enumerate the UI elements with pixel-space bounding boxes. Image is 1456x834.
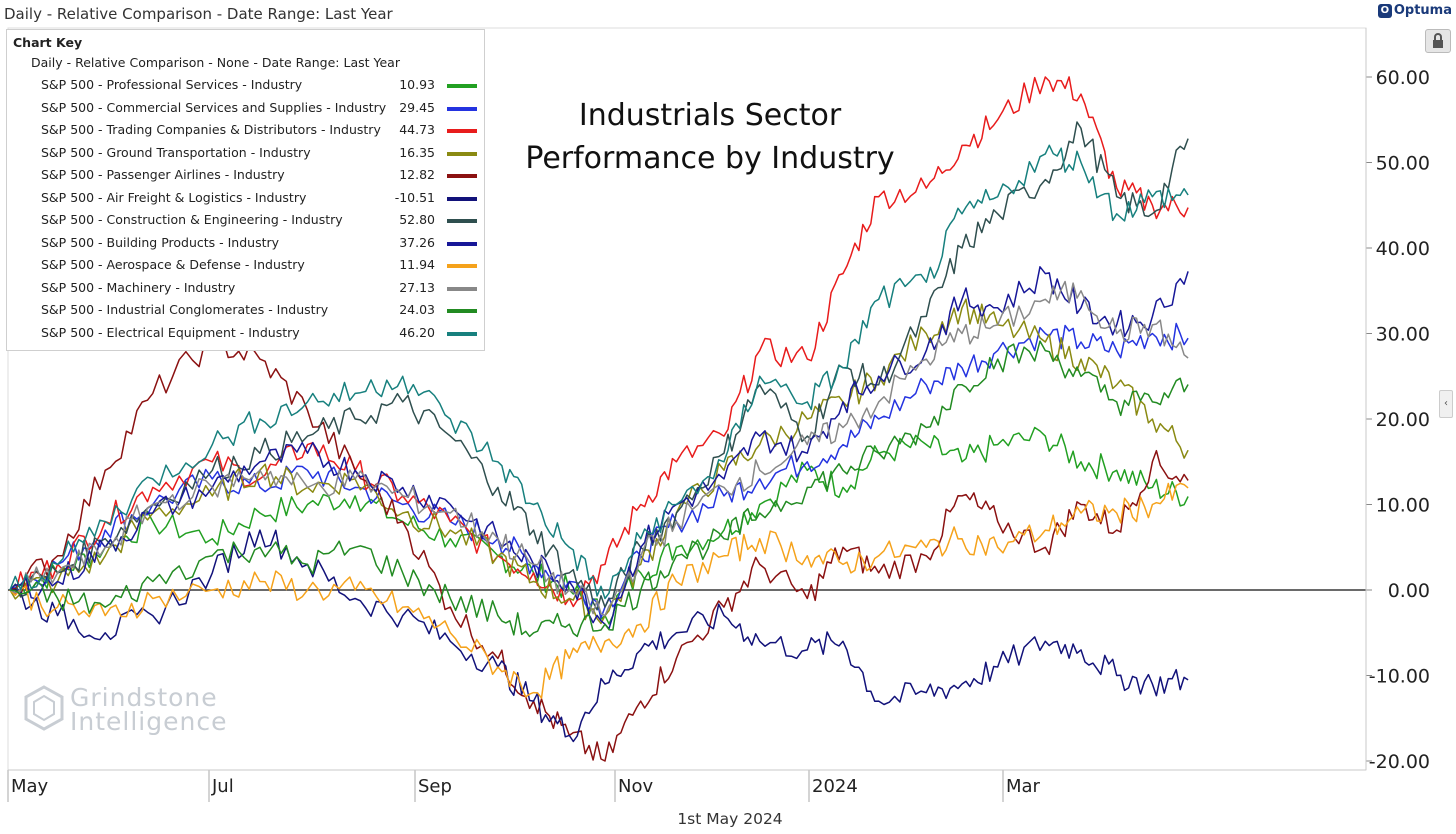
legend-item[interactable]: S&P 500 - Building Products - Industry 37… xyxy=(41,235,477,255)
hexagon-logo-icon xyxy=(24,685,64,731)
series-line-8 xyxy=(9,482,1189,699)
legend-item-label: S&P 500 - Air Freight & Logistics - Indu… xyxy=(41,189,307,205)
legend-swatch xyxy=(447,286,477,291)
legend-swatch xyxy=(447,129,477,133)
legend-item-value: 46.20 xyxy=(399,324,435,340)
legend-item-label: S&P 500 - Machinery - Industry xyxy=(41,279,236,295)
legend-item-label: S&P 500 - Electrical Equipment - Industr… xyxy=(41,324,300,340)
legend-item-value: 12.82 xyxy=(399,167,435,182)
legend-item-label: S&P 500 - Professional Services - Indust… xyxy=(41,77,303,92)
series-line-7 xyxy=(9,266,1189,630)
y-tick-label: 40.00 xyxy=(1376,238,1430,260)
legend-item-value: 27.13 xyxy=(399,279,435,295)
legend-item-label: S&P 500 - Industrial Conglomerates - Ind… xyxy=(41,302,329,317)
chevron-left-icon[interactable]: ‹ xyxy=(1439,390,1453,418)
legend-swatch xyxy=(447,219,477,223)
legend-item-value: 37.26 xyxy=(399,234,435,250)
x-tick-label: Nov xyxy=(618,776,653,797)
y-tick-label: 30.00 xyxy=(1376,324,1430,346)
series-line-4 xyxy=(9,332,1189,762)
legend-item[interactable]: S&P 500 - Machinery - Industry 27.13 xyxy=(41,280,477,300)
legend-item-label: S&P 500 - Construction & Engineering - I… xyxy=(41,212,343,227)
legend-item[interactable]: S&P 500 - Electrical Equipment - Industr… xyxy=(41,325,477,345)
legend-item[interactable]: S&P 500 - Commercial Services and Suppli… xyxy=(41,100,477,120)
legend-item-label: S&P 500 - Passenger Airlines - Industry xyxy=(41,167,285,182)
series-line-9 xyxy=(9,280,1189,617)
legend-item[interactable]: S&P 500 - Industrial Conglomerates - Ind… xyxy=(41,302,477,322)
y-tick-label: 20.00 xyxy=(1376,409,1430,431)
legend-item-label: S&P 500 - Commercial Services and Suppli… xyxy=(41,99,387,115)
legend-swatch xyxy=(447,331,477,336)
annotation-line-2: Performance by Industry xyxy=(525,141,895,176)
legend-swatch xyxy=(447,309,477,313)
x-tick-label: 2024 xyxy=(812,776,858,797)
legend-swatch xyxy=(447,106,477,111)
series-line-5 xyxy=(9,529,1189,743)
legend-swatch xyxy=(447,84,477,88)
optuma-logo-icon: O xyxy=(1377,3,1392,18)
legend-swatch xyxy=(447,241,477,246)
watermark-line-2: Intelligence xyxy=(70,707,228,736)
chart-key: Chart Key Daily - Relative Comparison - … xyxy=(6,29,485,351)
y-tick-label: 0.00 xyxy=(1388,580,1430,602)
legend-item[interactable]: S&P 500 - Air Freight & Logistics - Indu… xyxy=(41,190,477,210)
legend-item-value: 44.73 xyxy=(399,122,435,137)
legend-item-label: S&P 500 - Aerospace & Defense - Industry xyxy=(41,257,305,272)
y-tick-label: 10.00 xyxy=(1376,495,1430,517)
y-tick-label: 60.00 xyxy=(1376,67,1430,89)
legend-item[interactable]: S&P 500 - Trading Companies & Distributo… xyxy=(41,122,477,142)
legend-item[interactable]: S&P 500 - Aerospace & Defense - Industry… xyxy=(41,257,477,277)
x-tick-label: Jul xyxy=(211,776,234,797)
y-tick-label: 50.00 xyxy=(1376,153,1430,175)
legend-item-value: 16.35 xyxy=(399,144,435,160)
legend-swatch xyxy=(447,264,477,268)
legend-item[interactable]: S&P 500 - Passenger Airlines - Industry 1… xyxy=(41,167,477,187)
series-line-3 xyxy=(9,298,1189,625)
x-tick-label: Sep xyxy=(418,776,452,797)
legend-item-value: 10.93 xyxy=(399,77,435,92)
legend-item-label: S&P 500 - Ground Transportation - Indust… xyxy=(41,144,311,160)
legend-item[interactable]: S&P 500 - Construction & Engineering - I… xyxy=(41,212,477,232)
series-line-11 xyxy=(9,144,1189,600)
legend-item-value: -10.51 xyxy=(394,189,435,205)
legend-item-value: 52.80 xyxy=(399,212,435,227)
legend-item[interactable]: S&P 500 - Ground Transportation - Indust… xyxy=(41,145,477,165)
legend-item[interactable]: S&P 500 - Professional Services - Indust… xyxy=(41,77,477,97)
legend-swatch xyxy=(447,151,477,156)
legend-item-value: 29.45 xyxy=(399,99,435,115)
chart-header-title: Daily - Relative Comparison - Date Range… xyxy=(4,5,393,23)
legend-item-label: S&P 500 - Building Products - Industry xyxy=(41,234,280,250)
annotation-line-1: Industrials Sector xyxy=(578,98,842,133)
optuma-brand: O Optuma xyxy=(1377,3,1452,18)
legend-item-label: S&P 500 - Trading Companies & Distributo… xyxy=(41,122,381,137)
lock-glyph xyxy=(1433,33,1443,48)
lock-icon[interactable] xyxy=(1425,29,1451,53)
series-line-10 xyxy=(9,340,1189,638)
legend-swatch xyxy=(447,174,477,178)
chart-annotation: Industrials Sector Performance by Indust… xyxy=(520,94,900,180)
watermark-line-1: Grindstone xyxy=(70,683,218,712)
y-tick-label: -10.00 xyxy=(1369,666,1430,688)
chart-key-title: Chart Key xyxy=(13,35,83,50)
legend-item-value: 24.03 xyxy=(399,302,435,317)
series-line-0 xyxy=(9,426,1189,625)
legend-swatch xyxy=(447,196,477,201)
brand-name: Optuma xyxy=(1393,3,1452,18)
legend-item-value: 11.94 xyxy=(399,257,435,272)
y-tick-label: -20.00 xyxy=(1369,751,1430,773)
x-tick-label: Mar xyxy=(1006,776,1041,797)
date-label: 1st May 2024 xyxy=(677,810,783,828)
chart-key-subtitle: Daily - Relative Comparison - None - Dat… xyxy=(31,55,400,70)
x-tick-label: May xyxy=(11,776,49,797)
